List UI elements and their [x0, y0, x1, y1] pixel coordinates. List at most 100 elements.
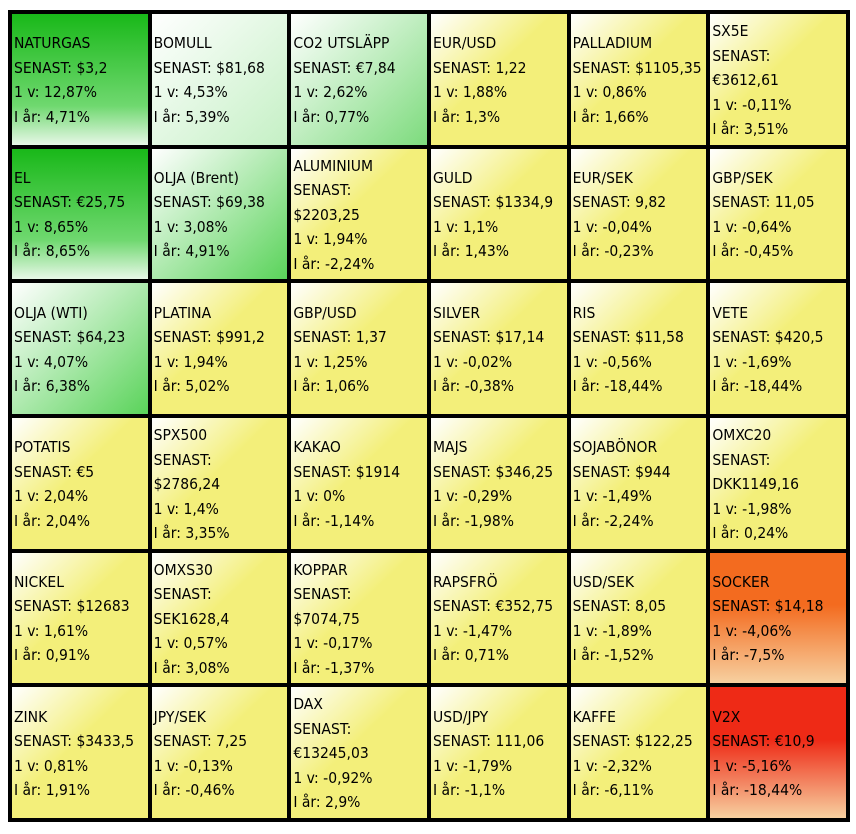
ytd-change-value: 2,9% [325, 793, 361, 812]
one-week-change-label: 1 v: [293, 352, 319, 371]
ytd-change-value: -18,44% [744, 781, 803, 800]
latest-price-label: SENAST: [712, 193, 771, 212]
tile-omxs30: OMXS30 SENAST: SEK1628,4 1 v: 0,57% I år: 3,… [151, 552, 288, 684]
instrument-name: DAX [293, 695, 323, 714]
one-week-change: 1 v: -1,98% [712, 497, 846, 522]
latest-label: SENAST: [153, 450, 212, 469]
instrument-name: SOJABÖNOR [572, 438, 658, 457]
ytd-change-label: I år: [433, 107, 461, 126]
ytd-change-value: 8,65% [45, 242, 90, 261]
tile-olja-wti: OLJA (WTI) SENAST: $64,23 1 v: 4,07% I år: … [12, 283, 148, 414]
one-week-change: 1 v: 12,87% [14, 80, 148, 105]
one-week-change-label: 1 v: [153, 756, 180, 775]
one-week-change-value: 12,87% [43, 83, 98, 102]
one-week-change-value: 0% [323, 487, 346, 506]
ytd-change-label: I år: [572, 242, 600, 261]
ytd-change-value: -1,52% [604, 646, 654, 665]
one-week-change-label: 1 v: [712, 217, 738, 236]
tile-nickel: NICKEL SENAST: $12683 1 v: 1,61% I år: 0,91… [12, 552, 148, 684]
ytd-change-value: -0,46% [185, 781, 235, 800]
ytd-change-value: 1,66% [604, 107, 649, 126]
latest-price-value: $11,58 [635, 328, 684, 347]
ytd-change-label: I år: [14, 511, 42, 530]
latest-price-value: $81,68 [216, 58, 265, 77]
ytd-change: I år: -0,45% [712, 239, 846, 264]
latest-price: SENAST: $11,58 [573, 325, 707, 350]
one-week-change-value: 1,61% [43, 621, 89, 640]
latest-price: SENAST: €7,84 [293, 56, 427, 81]
one-week-change-label: 1 v: [293, 768, 319, 787]
latest-price: SENAST: €5 [14, 460, 148, 485]
latest-price: SENAST: €25,75 [14, 190, 148, 215]
ytd-change: I år: 1,06% [293, 374, 427, 399]
one-week-change-label: 1 v: [293, 634, 319, 653]
ytd-change: I år: -1,14% [293, 509, 427, 534]
one-week-change: 1 v: -0,29% [433, 484, 567, 509]
ytd-change-label: I år: [433, 781, 461, 800]
instrument-name: SX5E [712, 22, 749, 41]
latest-price: SEK1628,4 [153, 609, 230, 628]
latest-label: SENAST: [712, 46, 771, 65]
ytd-change: I år: 2,04% [14, 509, 148, 534]
instrument-name: SOCKER [712, 572, 770, 591]
latest-price: DKK1149,16 [712, 475, 800, 494]
one-week-change-label: 1 v: [712, 499, 738, 518]
latest-price-value: 8,05 [635, 597, 667, 616]
one-week-change-label: 1 v: [153, 499, 180, 518]
latest-price: SENAST: $3,2 [14, 56, 148, 81]
one-week-change-value: -2,32% [602, 756, 652, 775]
one-week-change-label: 1 v: [572, 352, 599, 371]
tile-spx500: SPX500 SENAST: $2786,24 1 v: 1,4% I år: 3,35… [151, 418, 288, 549]
ytd-change-label: I år: [712, 242, 740, 261]
ytd-change: I år: -1,37% [293, 656, 427, 681]
latest-price-label: SENAST: [433, 193, 491, 212]
one-week-change-value: 1,1% [462, 217, 499, 236]
ytd-change-label: I år: [433, 646, 461, 665]
one-week-change-value: -0,56% [602, 352, 652, 371]
instrument-name: RIS [572, 303, 596, 322]
tile-rapsfrö: RAPSFRÖ SENAST: €352,75 1 v: -1,47% I år: 0… [431, 552, 567, 684]
latest-price-label: SENAST: [14, 597, 72, 616]
latest-price-label: SENAST: [572, 328, 631, 347]
one-week-change-label: 1 v: [433, 487, 459, 506]
ytd-change-label: I år: [433, 511, 461, 530]
ytd-change: I år: 8,65% [14, 239, 148, 264]
one-week-change: 1 v: -2,32% [573, 754, 707, 779]
ytd-change: I år: -0,46% [154, 778, 288, 803]
latest-price-label: SENAST: [153, 193, 212, 212]
ytd-change-value: 0,77% [325, 107, 370, 126]
latest-price-label: SENAST: [14, 58, 72, 77]
ytd-change-label: I år: [293, 107, 321, 126]
tile-eur-sek: EUR/SEK SENAST: 9,82 1 v: -0,04% I år: -0,2… [570, 148, 707, 280]
ytd-change: I år: -18,44% [712, 778, 846, 803]
one-week-change: 1 v: 1,61% [14, 619, 148, 644]
ytd-change-label: I år: [293, 254, 321, 273]
tile-naturgas: NATURGAS SENAST: $3,2 1 v: 12,87% I år: 4,7… [12, 14, 148, 145]
one-week-change-value: 1,88% [462, 83, 508, 102]
latest-price: €13245,03 [293, 744, 369, 763]
instrument-name: ZINK [14, 707, 48, 726]
tile-eur-usd: EUR/USD SENAST: 1,22 1 v: 1,88% I år: 1,3% [431, 14, 567, 145]
ytd-change-value: -0,45% [744, 242, 794, 261]
tile-potatis: POTATIS SENAST: €5 1 v: 2,04% I år: 2,04% [12, 418, 148, 549]
one-week-change: 1 v: 0,81% [14, 754, 148, 779]
latest-price-value: €10,9 [774, 732, 815, 751]
ytd-change: I år: -2,24% [573, 509, 707, 534]
ytd-change-value: -1,98% [464, 511, 515, 530]
latest-price: SENAST: $1105,35 [573, 56, 707, 81]
tile-usd-sek: USD/SEK SENAST: 8,05 1 v: -1,89% I år: -1,5… [570, 552, 707, 684]
tile-usd-jpy: USD/JPY SENAST: 111,06 1 v: -1,79% I år: -1… [431, 687, 567, 818]
ytd-change-label: I år: [14, 377, 42, 396]
tile-silver: SILVER SENAST: $17,14 1 v: -0,02% I år: -0,… [431, 283, 567, 414]
one-week-change-value: -0,92% [323, 768, 373, 787]
ytd-change-label: I år: [153, 107, 181, 126]
ytd-change-label: I år: [572, 511, 600, 530]
latest-price-label: SENAST: [572, 193, 631, 212]
latest-price-label: SENAST: [712, 732, 771, 751]
tile-aluminium: ALUMINIUM SENAST: $2203,25 1 v: 1,94% I år: … [291, 148, 427, 280]
one-week-change-label: 1 v: [153, 83, 180, 102]
one-week-change-label: 1 v: [433, 352, 459, 371]
ytd-change: I år: -1,1% [433, 778, 567, 803]
latest-price: SENAST: $81,68 [154, 56, 288, 81]
ytd-change-value: 1,3% [464, 107, 501, 126]
